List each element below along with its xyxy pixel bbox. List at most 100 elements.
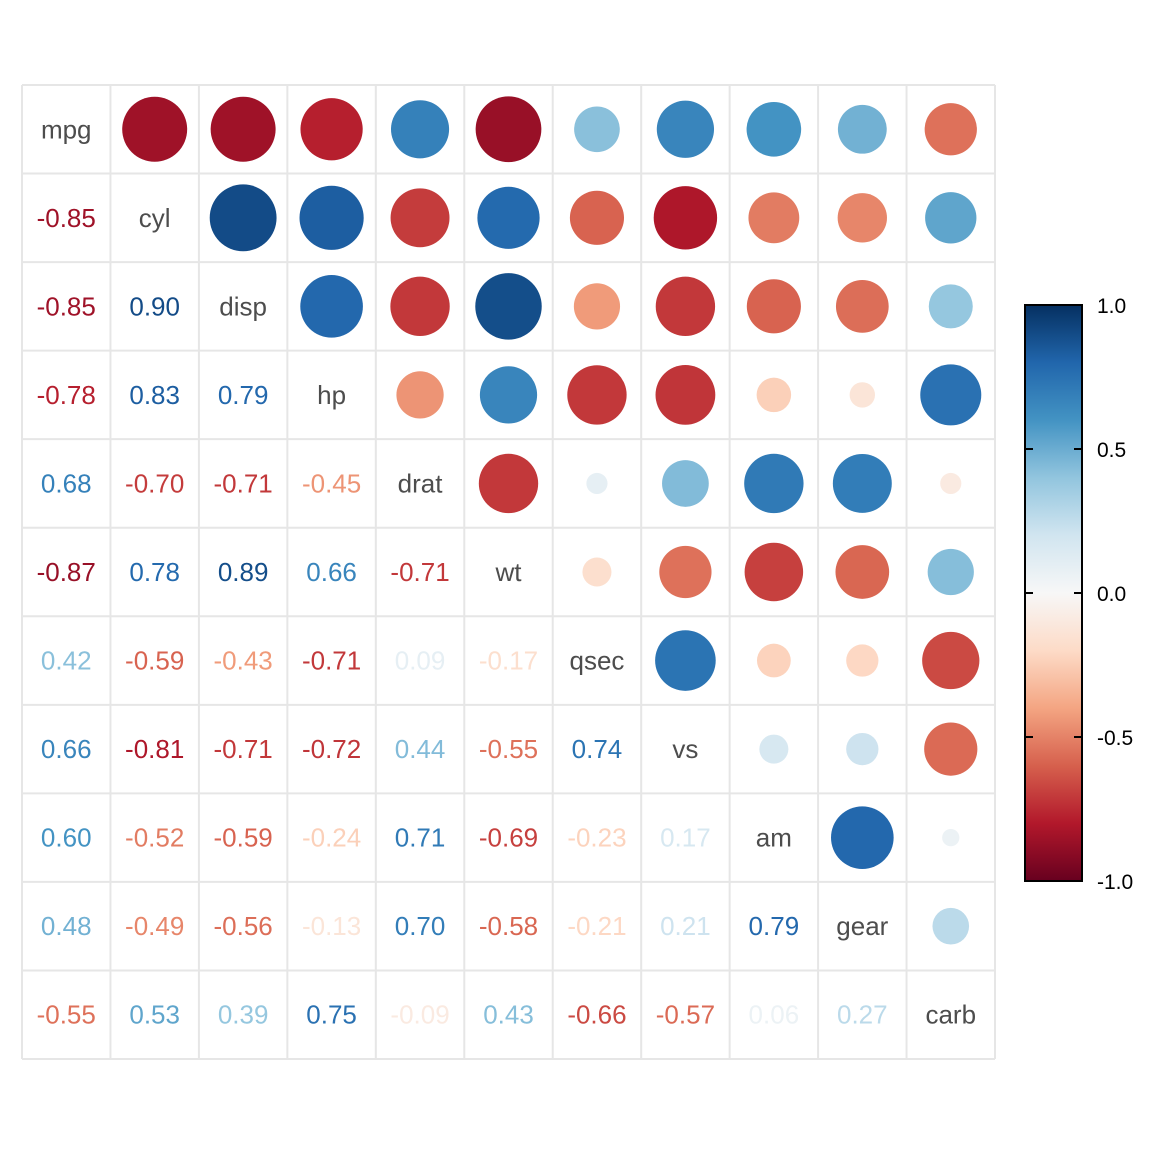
- colorbar-gradient: [1024, 304, 1083, 882]
- corr-circle-qsec-gear: [846, 644, 879, 677]
- corr-circle-mpg-gear: [837, 104, 887, 154]
- corr-circle-disp-carb: [928, 284, 973, 329]
- corr-value-carb-mpg: -0.55: [37, 1000, 96, 1030]
- corr-circle-mpg-hp: [300, 98, 363, 161]
- corr-value-am-disp: -0.59: [214, 823, 273, 853]
- corr-value-carb-cyl: 0.53: [129, 1000, 180, 1030]
- corr-value-vs-drat: 0.44: [395, 734, 446, 764]
- corr-circle-drat-am: [744, 453, 804, 514]
- corr-value-carb-wt: 0.43: [483, 1000, 534, 1030]
- corr-circle-mpg-cyl: [122, 96, 188, 162]
- corr-value-drat-cyl: -0.70: [125, 468, 184, 498]
- corr-circle-wt-qsec: [582, 557, 612, 587]
- corr-value-qsec-disp: -0.43: [214, 646, 273, 676]
- corr-circle-cyl-vs: [653, 186, 718, 250]
- corr-circle-hp-am: [756, 377, 792, 413]
- corr-value-carb-gear: 0.27: [837, 1000, 888, 1030]
- corr-circle-wt-vs: [659, 545, 712, 599]
- variable-label-mpg: mpg: [41, 114, 92, 144]
- corr-value-vs-cyl: -0.81: [125, 734, 184, 764]
- corr-value-cyl-mpg: -0.85: [37, 203, 96, 233]
- corr-circle-vs-gear: [846, 732, 879, 766]
- corr-circle-mpg-am: [746, 101, 802, 157]
- corr-circle-mpg-wt: [475, 96, 542, 163]
- corr-value-carb-qsec: -0.66: [567, 1000, 626, 1030]
- corr-circle-vs-carb: [924, 722, 978, 776]
- corr-value-gear-vs: 0.21: [660, 911, 711, 941]
- corr-circle-qsec-vs: [655, 630, 716, 691]
- corr-value-carb-hp: 0.75: [306, 1000, 357, 1030]
- corr-value-am-hp: -0.24: [302, 823, 361, 853]
- corr-circle-mpg-drat: [390, 100, 450, 159]
- corr-value-disp-cyl: 0.90: [129, 291, 180, 321]
- colorbar: 1.0 0.5 0.0 -0.5 -1.0: [1024, 295, 1133, 894]
- colorbar-tick-label: 1.0: [1097, 295, 1126, 318]
- corr-circle-cyl-disp: [209, 184, 277, 252]
- corr-circle-hp-vs: [655, 365, 716, 425]
- corr-value-gear-drat: 0.70: [395, 911, 446, 941]
- corr-value-qsec-cyl: -0.59: [125, 646, 184, 676]
- colorbar-tick-label: 0.0: [1097, 583, 1126, 606]
- corr-value-gear-am: 0.79: [749, 911, 800, 941]
- corr-value-hp-cyl: 0.83: [129, 380, 180, 410]
- corr-value-gear-qsec: -0.21: [567, 911, 626, 941]
- corr-value-wt-disp: 0.89: [218, 557, 269, 587]
- matrix-cells: mpg -0.85 cyl -0.85 0.90 disp -0.78 0.83 0.79 hp 0…: [37, 96, 982, 1030]
- corr-value-carb-am: 0.06: [749, 1000, 800, 1030]
- corr-value-vs-mpg: 0.66: [41, 734, 92, 764]
- corr-value-qsec-drat: 0.09: [395, 646, 446, 676]
- corr-value-am-drat: 0.71: [395, 823, 446, 853]
- corr-value-wt-mpg: -0.87: [37, 557, 96, 587]
- variable-label-gear: gear: [836, 911, 888, 941]
- corr-circle-gear-carb: [932, 907, 970, 945]
- corr-circle-vs-am: [759, 734, 789, 764]
- variable-label-vs: vs: [672, 734, 698, 764]
- variable-label-am: am: [756, 823, 792, 853]
- corr-value-hp-mpg: -0.78: [37, 380, 96, 410]
- corr-value-carb-vs: -0.57: [656, 1000, 715, 1030]
- corr-value-drat-disp: -0.71: [214, 468, 273, 498]
- corr-value-am-qsec: -0.23: [567, 823, 626, 853]
- corr-circle-wt-gear: [835, 545, 890, 599]
- corr-circle-cyl-carb: [925, 192, 977, 244]
- corr-circle-drat-qsec: [586, 472, 608, 495]
- corr-value-qsec-wt: -0.17: [479, 646, 538, 676]
- corr-value-wt-cyl: 0.78: [129, 557, 180, 587]
- corr-circle-cyl-drat: [390, 188, 450, 248]
- variable-label-qsec: qsec: [569, 646, 624, 676]
- corr-circle-drat-carb: [940, 472, 962, 495]
- corr-value-hp-disp: 0.79: [218, 380, 269, 410]
- corr-value-gear-hp: -0.13: [302, 911, 361, 941]
- corr-circle-hp-qsec: [567, 365, 627, 425]
- corr-value-am-cyl: -0.52: [125, 823, 184, 853]
- corr-circle-cyl-wt: [477, 186, 540, 249]
- corr-value-qsec-hp: -0.71: [302, 646, 361, 676]
- corr-circle-drat-wt: [478, 453, 539, 514]
- corr-circle-cyl-hp: [299, 185, 364, 250]
- corr-circle-cyl-gear: [837, 193, 887, 243]
- corr-value-vs-qsec: 0.74: [572, 734, 623, 764]
- corr-circle-mpg-qsec: [574, 106, 620, 153]
- corr-circle-hp-drat: [396, 371, 444, 419]
- corr-value-vs-wt: -0.55: [479, 734, 538, 764]
- corr-circle-cyl-am: [748, 192, 800, 244]
- colorbar-tick-label: 0.5: [1097, 439, 1126, 462]
- corr-value-gear-wt: -0.58: [479, 911, 538, 941]
- corr-value-gear-cyl: -0.49: [125, 911, 184, 941]
- corr-circle-disp-hp: [300, 275, 363, 338]
- corr-circle-disp-vs: [655, 276, 716, 337]
- corr-circle-mpg-disp: [210, 96, 276, 162]
- corr-circle-wt-carb: [927, 548, 974, 596]
- corr-circle-disp-wt: [475, 273, 542, 340]
- corr-circle-disp-qsec: [573, 283, 621, 330]
- corr-circle-disp-gear: [835, 280, 889, 333]
- variable-label-drat: drat: [398, 468, 444, 498]
- corr-circle-am-gear: [831, 806, 894, 869]
- variable-label-cyl: cyl: [139, 203, 171, 233]
- corr-value-am-vs: 0.17: [660, 823, 711, 853]
- corr-value-wt-hp: 0.66: [306, 557, 357, 587]
- corr-circle-cyl-qsec: [569, 190, 625, 245]
- corr-circle-disp-am: [746, 279, 801, 334]
- corr-circle-wt-am: [744, 542, 804, 602]
